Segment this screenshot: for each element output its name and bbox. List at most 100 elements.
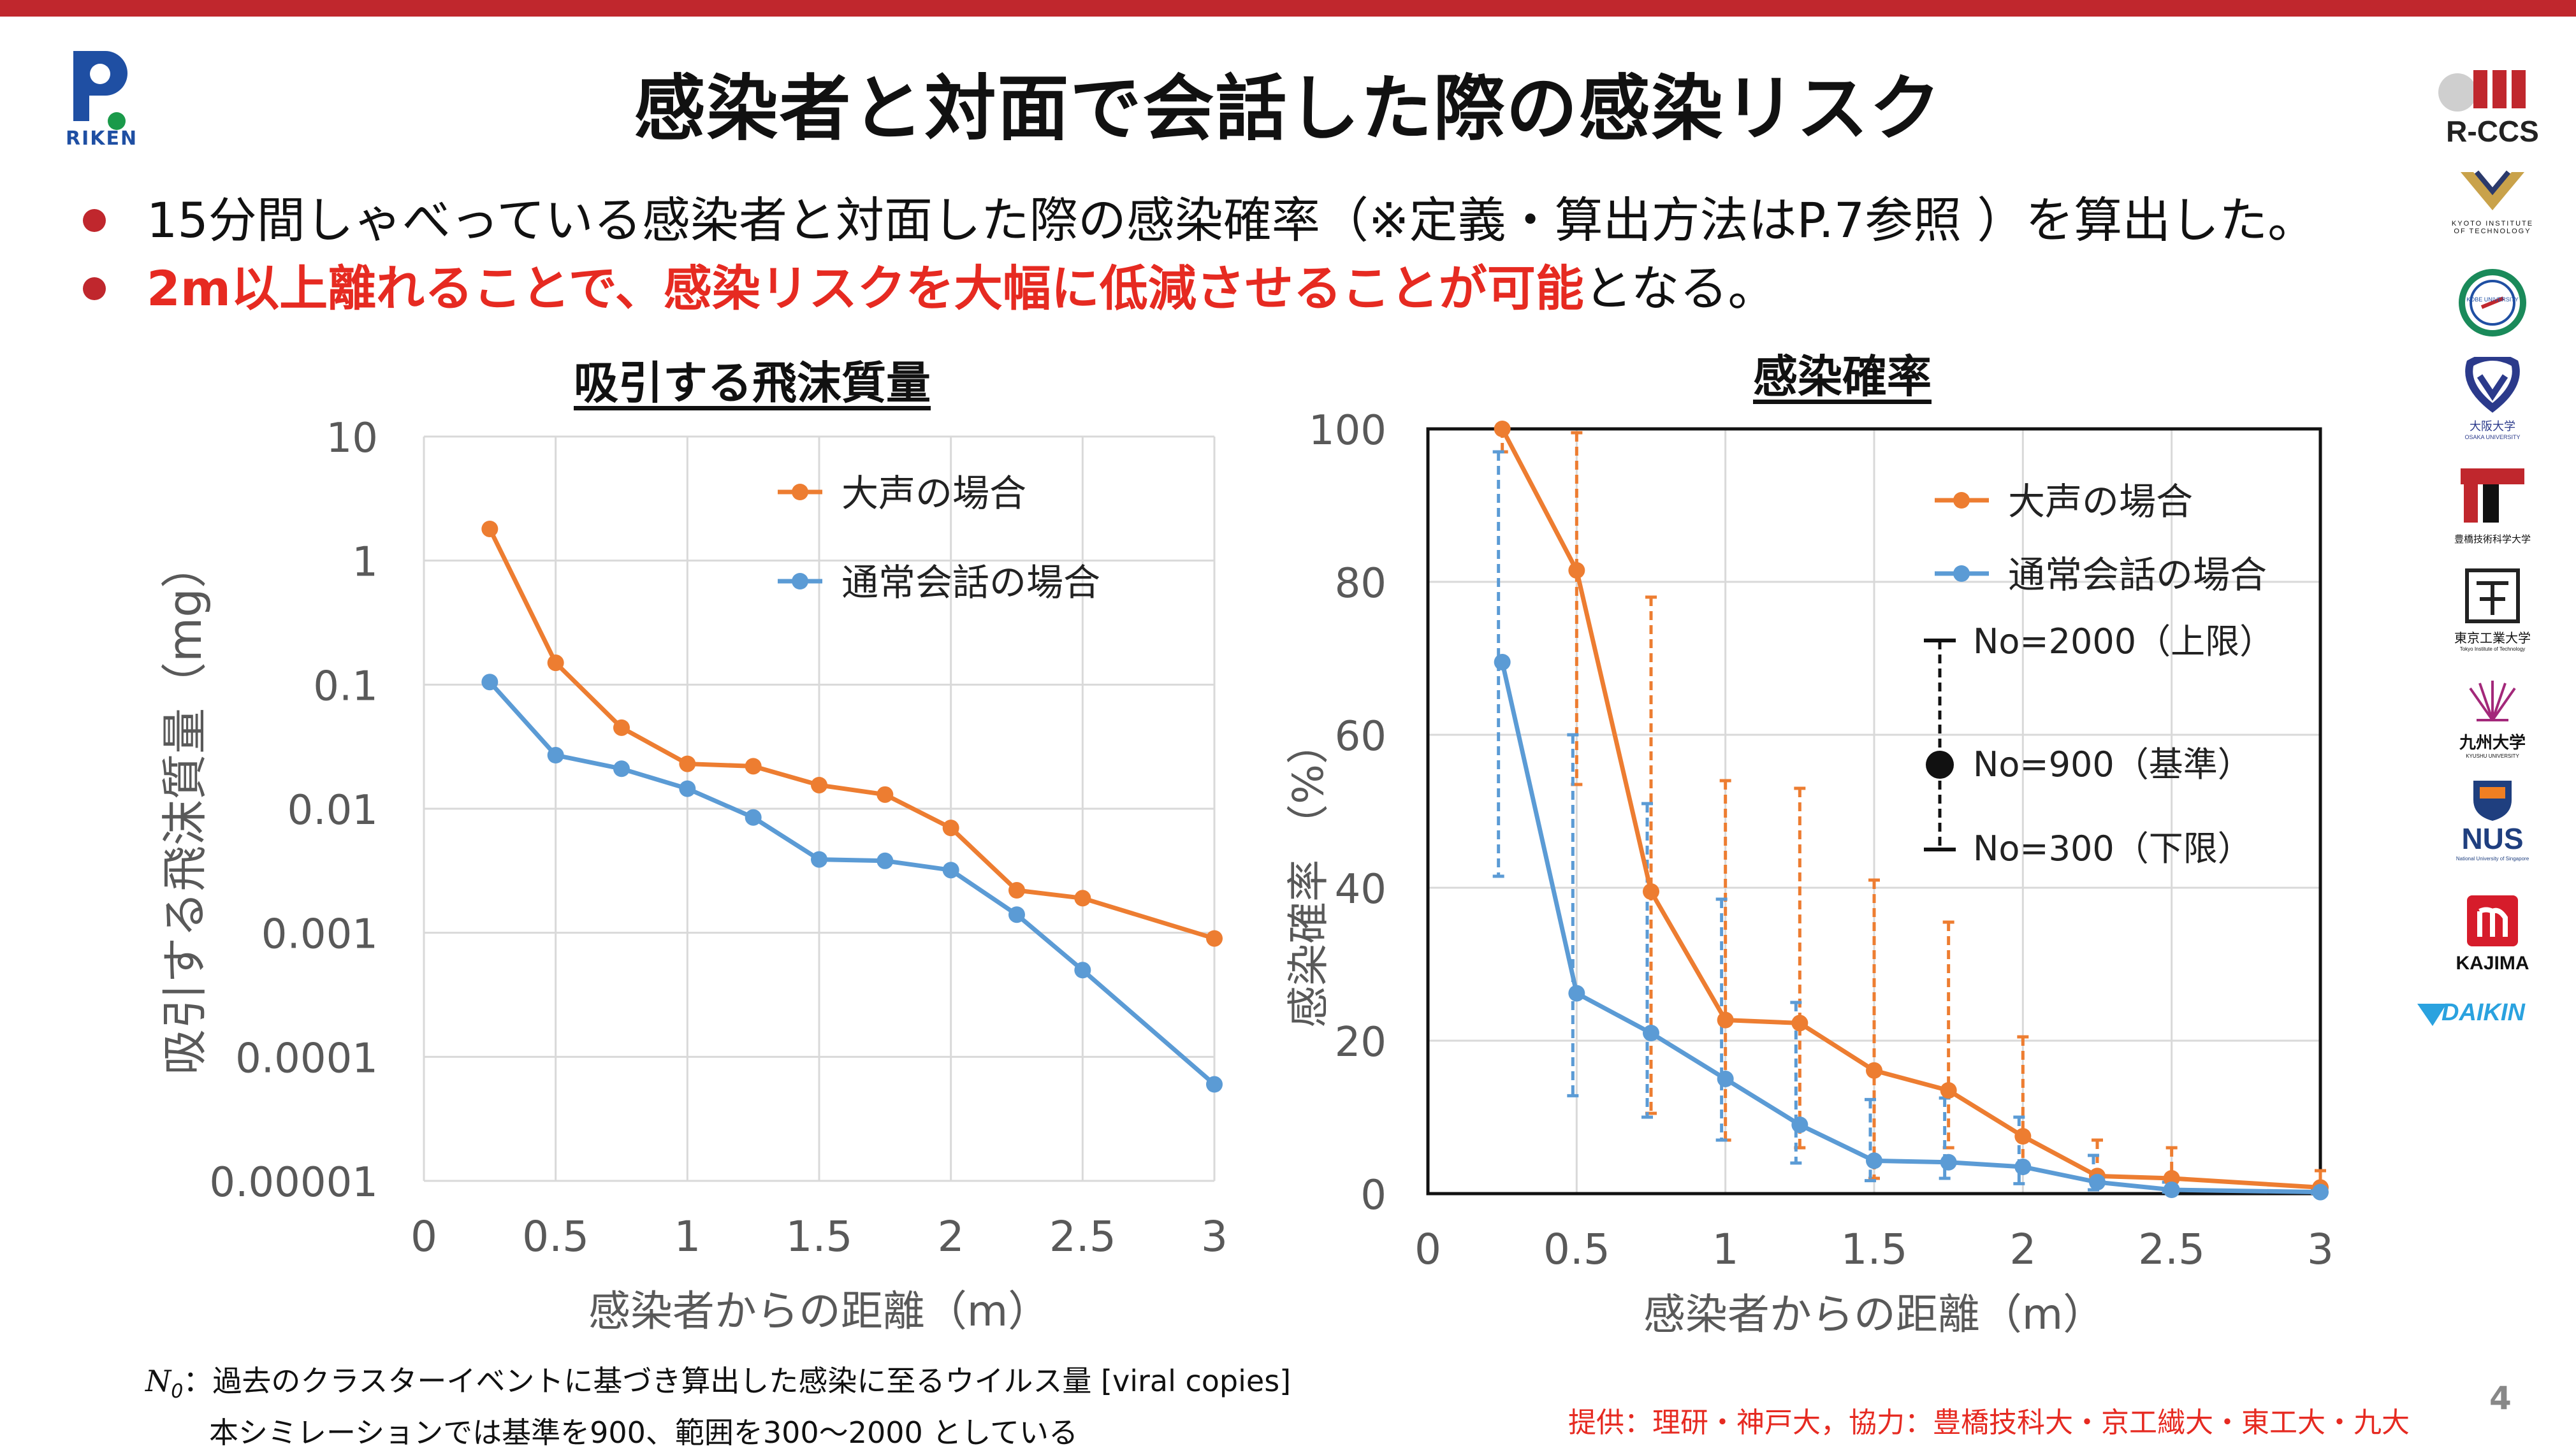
data-point: [481, 520, 498, 537]
data-point: [1940, 1082, 1957, 1099]
footnote: N0：過去のクラスターイベントに基づき算出した感染に至るウイルス量 [viral…: [145, 1361, 1291, 1453]
errorbar-legend-mid: No=900（基準）: [1973, 744, 2252, 784]
bullet-2-text: 2m以上離れることで、感染リスクを大幅に低減させることが可能となる。: [147, 264, 1777, 313]
data-point: [1494, 654, 1511, 670]
y-tick-label: 0.001: [261, 911, 378, 958]
bullet-1-text: 15分間しゃべっている感染者と対面した際の感染確率（※定義・算出方法はP.7参照…: [147, 192, 2317, 249]
series-line-1: [1500, 661, 2321, 1195]
y-tick-label: 0.01: [287, 787, 379, 834]
data-point: [1494, 421, 1511, 437]
data-point: [1866, 1152, 1882, 1169]
footnote-symbol: N: [145, 1364, 171, 1398]
x-tick-label: 1.5: [786, 1212, 853, 1261]
y-tick-label: 10: [326, 415, 378, 462]
kyoto-tech-logo-text: KYOTO INSTITUTE OF TECHNOLOGY: [2451, 220, 2534, 235]
data-point: [1008, 906, 1025, 923]
data-point: [745, 758, 762, 775]
errorbar-legend-marker: [1926, 751, 1954, 779]
toyohashi-logo-text: 豊橋技術科学大学: [2454, 534, 2531, 545]
legend-marker: [1953, 492, 1970, 509]
data-point: [811, 776, 827, 793]
legend-label: 大声の場合: [841, 472, 1026, 515]
x-tick-label: 1: [674, 1212, 701, 1261]
data-point: [2014, 1159, 2032, 1175]
data-point: [613, 760, 630, 777]
bullet-dot: [83, 209, 106, 232]
x-axis-label: 感染者からの距離（m）: [588, 1287, 1050, 1336]
kajima-logo-text: KAJIMA: [2456, 953, 2529, 974]
nus-logo: NUS National University of Singapore: [2416, 777, 2569, 862]
data-point: [1074, 962, 1091, 979]
riken-logo: RIKEN: [61, 45, 137, 153]
data-point: [942, 820, 959, 837]
footnote-line-2: 本シミレーションでは基準を900、範囲を300～2000 としている: [209, 1415, 1078, 1450]
chart-droplet-mass: 0 0.5 1 1.5 2 2.5 3 10 1 0.1 0.01 0.001 0.0001 0.0000…: [158, 415, 1228, 1336]
data-point: [2163, 1170, 2180, 1187]
chart-infection-probability: 0 0.5 1 1.5 2 2.5 3 100 80 60 40 20 0 感染者からの距離（m） 感染確率…: [1284, 407, 2334, 1339]
nus-logo-text: NUS: [2461, 822, 2524, 855]
data-point: [1717, 1071, 1734, 1087]
y-tick-label: 0.0001: [235, 1035, 378, 1082]
data-point: [1791, 1015, 1808, 1032]
top-accent-bar: [0, 0, 2576, 17]
chart-2-title: 感染確率: [1753, 351, 1932, 403]
daikin-logo: DAIKIN: [2416, 994, 2569, 1032]
x-tick-label: 2.5: [1049, 1212, 1116, 1261]
x-tick-label: 2.5: [2138, 1225, 2205, 1274]
rccs-logo: R-CCS: [2416, 64, 2569, 153]
data-point: [679, 780, 696, 797]
y-tick-label: 100: [1309, 407, 1386, 454]
legend-marker: [792, 484, 808, 500]
x-tick-label: 0: [1415, 1225, 1441, 1274]
titech-logo-en: Tokyo Institute of Technology: [2459, 646, 2526, 652]
footnote-line-1: N0：過去のクラスターイベントに基づき算出した感染に至るウイルス量 [viral…: [145, 1361, 1291, 1412]
data-point: [1940, 1153, 1957, 1171]
legend-marker: [792, 573, 808, 589]
legend-marker: [1953, 565, 1970, 582]
y-tick-label: 80: [1335, 560, 1386, 607]
y-tick-label: 40: [1335, 866, 1386, 913]
daikin-logo-text: DAIKIN: [2441, 999, 2525, 1026]
kyushu-univ-logo: 九州大学 KYUSHU UNIVERSITY: [2416, 676, 2569, 759]
titech-logo: 東京工業大学 Tokyo Institute of Technology: [2416, 567, 2569, 652]
legend-label: 大声の場合: [2008, 480, 2193, 523]
errorbar-legend-upper: No=2000（上限）: [1973, 621, 2274, 661]
data-point: [811, 851, 827, 868]
chart-1-title: 吸引する飛沫質量: [574, 357, 931, 409]
y-tick-label: 60: [1335, 713, 1386, 760]
slide-title: 感染者と対面で会話した際の感染リスク: [634, 68, 1942, 150]
legend-label: 通常会話の場合: [2008, 553, 2267, 596]
y-axis-label: 感染確率 （%）: [1284, 722, 1333, 1028]
data-point: [1866, 1062, 1882, 1079]
series-line-0: [1500, 428, 2321, 1190]
y-tick-label: 0.1: [313, 663, 378, 710]
bullet-dot: [83, 277, 106, 300]
y-axis-label: 吸引する飛沫質量（mg）: [158, 542, 212, 1075]
page-number: 4: [2489, 1380, 2512, 1417]
osaka-univ-logo-en: OSAKA UNIVERSITY: [2464, 434, 2521, 440]
footnote-subscript: 0: [171, 1380, 184, 1403]
x-tick-label: 3: [1201, 1212, 1228, 1261]
data-point: [1206, 1076, 1223, 1093]
data-point: [942, 862, 959, 879]
data-point: [679, 755, 696, 772]
nus-logo-en: National University of Singapore: [2456, 856, 2529, 862]
footnote-text-1: ：過去のクラスターイベントに基づき算出した感染に至るウイルス量 [viral c…: [183, 1364, 1292, 1398]
data-point: [877, 786, 894, 803]
x-axis-label: 感染者からの距離（m）: [1643, 1290, 2105, 1339]
y-tick-label: 20: [1335, 1019, 1386, 1066]
x-tick-label: 0.5: [522, 1212, 589, 1261]
data-point: [2163, 1182, 2180, 1198]
data-point: [547, 747, 564, 764]
errorbar-legend-lower: No=300（下限）: [1973, 828, 2252, 869]
x-tick-label: 2: [938, 1212, 964, 1261]
kyushu-univ-logo-text: 九州大学: [2459, 733, 2526, 752]
y-tick-label: 1: [352, 539, 378, 586]
plot-frame: [1426, 427, 2322, 1196]
y-tick-label: 0: [1360, 1172, 1386, 1219]
y-tick-label: 0.00001: [209, 1159, 378, 1206]
credit-text: 提供：理研・神戸大，協力：豊橋技科大・京工繊大・東工大・九大: [1568, 1406, 2410, 1439]
data-point: [1568, 562, 1585, 579]
data-point: [613, 719, 630, 736]
kobe-univ-logo-text: KOBE UNIVERSITY: [2466, 296, 2519, 303]
